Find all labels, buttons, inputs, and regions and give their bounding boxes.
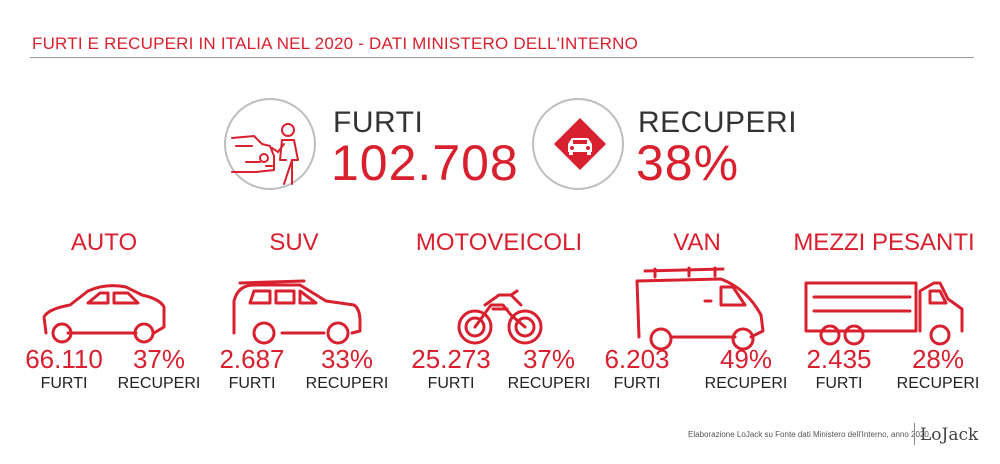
suv-thefts-label: FURTI [228, 375, 276, 392]
moto-recovery-value: 37% [522, 344, 576, 374]
category-mezzi-pesanti: MEZZI PESANTI 2.435 FURTI 28% RECUPERI [784, 220, 984, 430]
heavy-recovery-value: 28% [911, 344, 965, 374]
car-thief-icon [224, 98, 316, 190]
moto-recovery-label: RECUPERI [507, 375, 591, 392]
moto-thefts-value: 25.273 [411, 344, 491, 374]
thefts-total: 102.708 [331, 135, 519, 191]
recovered-car-pin-icon [532, 98, 624, 190]
thefts-label: FURTI [333, 106, 424, 139]
moto-thefts-label: FURTI [427, 375, 475, 392]
auto-thefts-label: FURTI [40, 375, 88, 392]
van-recovery-label: RECUPERI [704, 375, 788, 392]
van-thefts-label: FURTI [613, 375, 661, 392]
heavy-recovery-label: RECUPERI [896, 375, 980, 392]
title-divider [30, 57, 974, 58]
category-title: AUTO [70, 229, 138, 256]
category-suv: SUV 2.687 FURTI 33% RECUPERI [194, 220, 394, 430]
category-van: VAN 6.203 FURTI 49% RECUPERI [597, 220, 797, 430]
auto-recovery-label: RECUPERI [117, 375, 201, 392]
suv-recovery-label: RECUPERI [305, 375, 389, 392]
source-credit: Elaborazione LoJack su Fonte dati Minist… [688, 430, 929, 439]
truck-icon [804, 281, 964, 346]
suv-recovery-value: 33% [320, 344, 374, 374]
heavy-thefts-value: 2.435 [806, 344, 872, 374]
category-motoveicoli: MOTOVEICOLI 25.273 FURTI 37% RECUPERI [399, 220, 599, 430]
recoveries-label: RECUPERI [638, 106, 798, 139]
van-recovery-value: 49% [719, 344, 773, 374]
heavy-thefts-label: FURTI [815, 375, 863, 392]
category-title: VAN [673, 229, 721, 256]
category-title: MEZZI PESANTI [793, 229, 975, 256]
motorcycle-icon [457, 289, 543, 345]
auto-recovery-value: 37% [132, 344, 186, 374]
brand-logo: LoJack [920, 425, 979, 445]
page-title: FURTI E RECUPERI IN ITALIA NEL 2020 - DA… [32, 34, 639, 53]
van-icon [635, 266, 765, 351]
auto-thefts-value: 66.110 [25, 344, 103, 374]
category-title: SUV [269, 229, 319, 256]
brand-divider [914, 423, 915, 445]
recoveries-percent: 38% [636, 135, 740, 191]
suv-icon [232, 279, 362, 345]
car-icon [42, 284, 166, 344]
suv-thefts-value: 2.687 [219, 344, 285, 374]
category-auto: AUTO 66.110 FURTI 37% RECUPERI [4, 220, 204, 430]
van-thefts-value: 6.203 [604, 344, 670, 374]
category-title: MOTOVEICOLI [415, 229, 583, 256]
